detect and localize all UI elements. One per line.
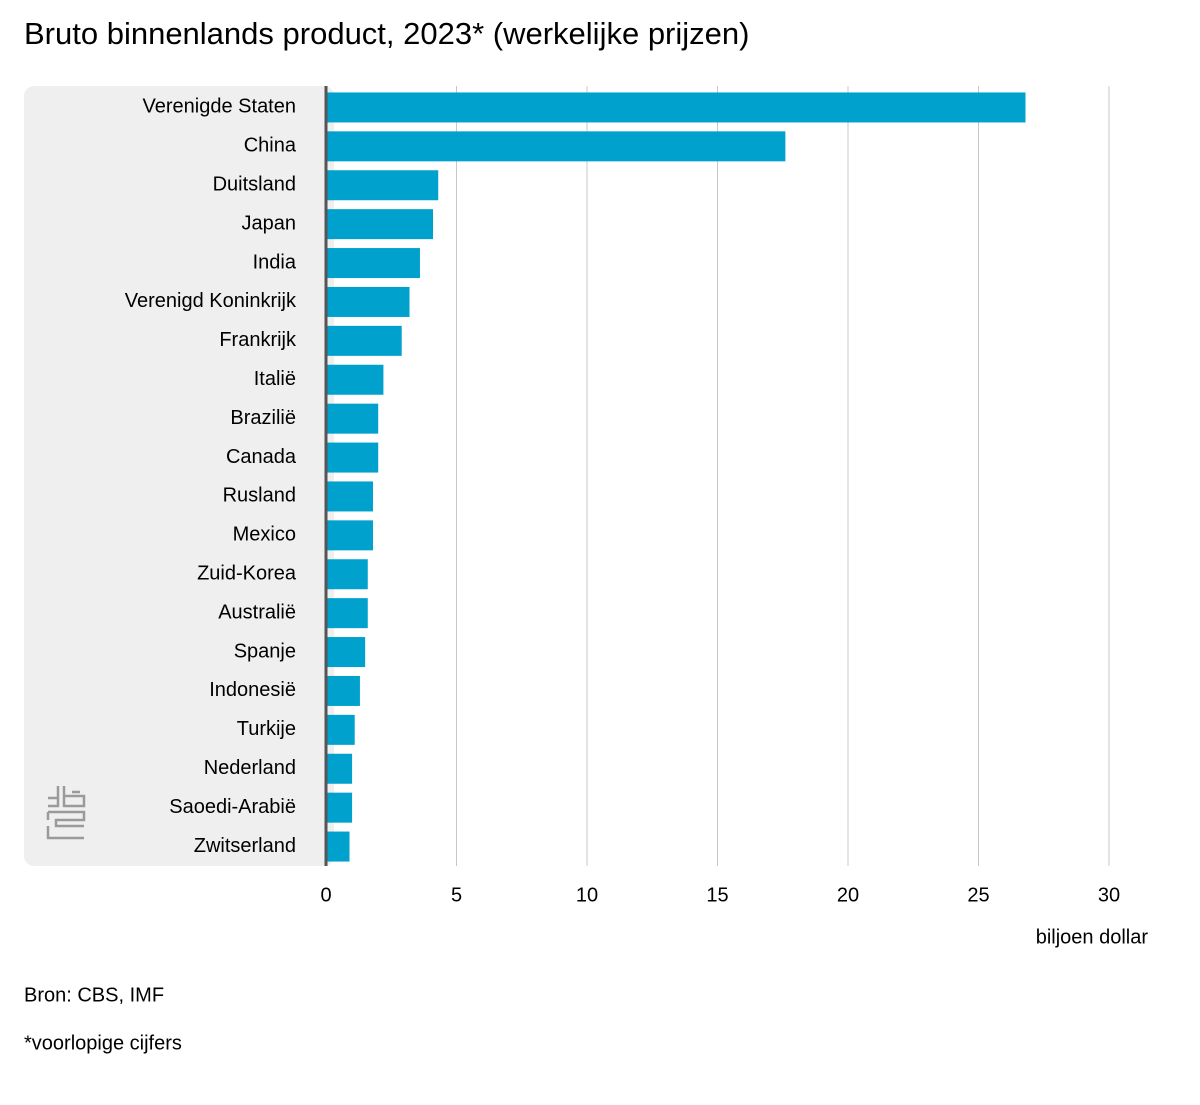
x-axis-title: biljoen dollar (1036, 926, 1149, 948)
y-tick-label: Zwitserland (194, 835, 296, 857)
bar (326, 248, 420, 279)
y-tick-label: Canada (226, 446, 297, 468)
bar (326, 170, 439, 201)
y-tick-label: Nederland (204, 757, 296, 779)
source: Bron: CBS, IMF (24, 984, 164, 1006)
bar (326, 792, 353, 823)
bar (326, 714, 355, 745)
x-tick-label: 30 (1098, 884, 1120, 906)
y-tick-label: Verenigd Koninkrijk (125, 290, 297, 312)
y-tick-label: Australië (218, 601, 296, 623)
bar (326, 131, 786, 162)
bar (326, 637, 366, 668)
y-tick-label: Italië (254, 368, 296, 390)
cbs-logo (46, 786, 86, 840)
y-tick-label: Rusland (223, 485, 296, 507)
chart-title: Bruto binnenlands product, 2023* (werkel… (24, 16, 749, 51)
note: *voorlopige cijfers (24, 1032, 182, 1054)
y-tick-label: Saoedi-Arabië (169, 796, 296, 818)
y-tick-label: Verenigde Staten (143, 96, 296, 118)
y-tick-label: Turkije (237, 718, 296, 740)
bar (326, 520, 373, 551)
bar (326, 364, 384, 395)
x-tick-label: 0 (320, 884, 331, 906)
bar (326, 286, 410, 317)
bar (326, 675, 360, 706)
y-tick-label: Brazilië (230, 407, 296, 429)
bar (326, 481, 373, 512)
y-tick-label: Mexico (233, 524, 296, 546)
label-panel (24, 86, 334, 866)
y-tick-label: Japan (242, 212, 297, 234)
bar (326, 325, 402, 356)
y-tick-label: India (253, 251, 297, 273)
x-tick-label: 25 (967, 884, 989, 906)
bar (326, 559, 368, 590)
y-tick-label: China (244, 135, 297, 157)
bar (326, 753, 353, 784)
bar (326, 403, 379, 434)
x-tick-label: 15 (706, 884, 728, 906)
x-tick-label: 20 (837, 884, 859, 906)
y-tick-label: Spanje (234, 640, 296, 662)
bar (326, 209, 434, 240)
y-tick-label: Indonesië (209, 679, 296, 701)
bar (326, 598, 368, 629)
y-tick-label: Frankrijk (219, 329, 297, 351)
y-tick-label: Zuid-Korea (197, 563, 297, 585)
bar (326, 442, 379, 473)
x-tick-label: 5 (451, 884, 462, 906)
bar (326, 92, 1026, 123)
x-tick-label: 10 (576, 884, 598, 906)
bar (326, 831, 350, 862)
y-tick-label: Duitsland (213, 174, 296, 196)
